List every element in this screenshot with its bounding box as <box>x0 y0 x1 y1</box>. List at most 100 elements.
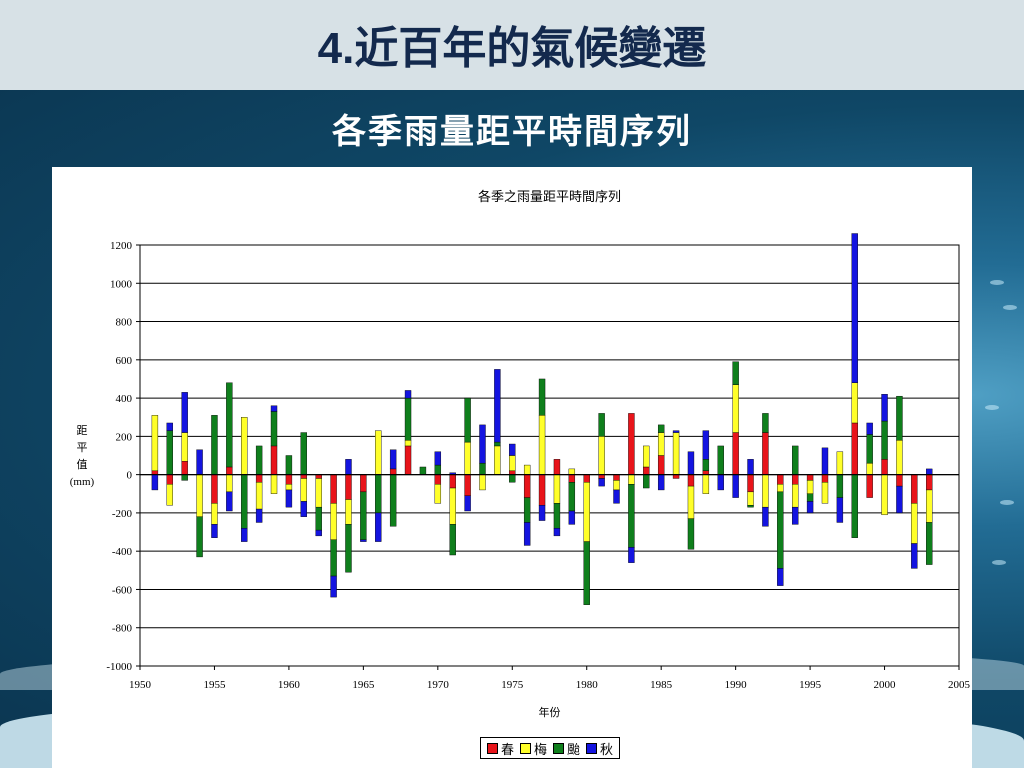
bar-segment-autumn-1959 <box>270 405 278 412</box>
bar-segment-spring-1968 <box>404 445 412 475</box>
legend-item-typhoon: 颱 <box>553 739 580 758</box>
y-axis-label-char: (mm) <box>70 476 95 488</box>
bar-segment-typhoon-1967 <box>389 474 397 527</box>
bar-segment-autumn-2003 <box>926 468 933 475</box>
bar-segment-spring-1985 <box>657 455 665 475</box>
bar-segment-typhoon-1966 <box>375 474 382 514</box>
legend-swatch-autumn <box>586 742 598 754</box>
bar-segment-meiyu-1952 <box>166 484 173 506</box>
legend-item-spring: 春 <box>487 739 514 758</box>
bar-segment-autumn-1979 <box>568 510 576 525</box>
y-tick-label: -600 <box>112 584 133 596</box>
bar-segment-spring-1994 <box>792 474 799 485</box>
plot-area-border <box>139 244 960 667</box>
bar-segment-meiyu-1964 <box>345 499 352 525</box>
y-axis-label-char: 平 <box>77 442 88 454</box>
bar-segment-typhoon-1998 <box>851 474 858 538</box>
bar-segment-meiyu-1991 <box>747 491 754 506</box>
bar-segment-typhoon-1953 <box>181 474 188 481</box>
bar-segment-typhoon-1991 <box>747 505 754 508</box>
bar-segment-typhoon-1992 <box>762 413 769 433</box>
bar-segment-spring-1993 <box>777 474 784 485</box>
bar-segment-meiyu-1981 <box>598 436 605 475</box>
legend-swatch-meiyu <box>520 742 532 754</box>
bar-segment-autumn-1954 <box>196 449 203 475</box>
bar-segment-typhoon-1970 <box>434 464 442 475</box>
x-tick-label: 1955 <box>203 679 226 691</box>
bar-segment-meiyu-1988 <box>702 474 710 494</box>
bar-segment-typhoon-1985 <box>657 424 665 433</box>
bar-segment-typhoon-1955 <box>211 415 218 475</box>
bar-segment-typhoon-1963 <box>330 539 337 577</box>
bar-segment-spring-1953 <box>181 461 188 475</box>
slide-title-number: 4. <box>317 24 355 73</box>
legend-item-meiyu: 梅 <box>520 739 547 758</box>
bar-segment-spring-1991 <box>747 474 754 493</box>
y-tick-label: -400 <box>112 546 133 558</box>
bar-segment-meiyu-1959 <box>270 474 278 494</box>
bar-segment-typhoon-1980 <box>583 541 590 605</box>
bar-segment-meiyu-1984 <box>643 445 650 468</box>
bar-segment-typhoon-1988 <box>702 459 710 472</box>
bar-segment-spring-1967 <box>389 468 397 475</box>
bar-segment-autumn-1962 <box>315 529 322 537</box>
bar-segment-autumn-1966 <box>375 512 382 542</box>
bar-segment-autumn-1983 <box>628 547 635 563</box>
bar-segment-spring-1978 <box>553 459 561 475</box>
bar-segment-spring-1970 <box>434 474 442 485</box>
bar-segment-spring-1960 <box>285 474 293 485</box>
bar-segment-meiyu-1992 <box>762 474 769 508</box>
bar-segment-typhoon-1981 <box>598 413 605 437</box>
x-tick-label: 1970 <box>427 679 450 691</box>
y-axis-label-char: 距 <box>77 424 88 437</box>
bar-segment-typhoon-1984 <box>643 474 650 489</box>
bar-segment-autumn-1951 <box>151 474 159 491</box>
bar-segment-meiyu-1987 <box>687 485 695 519</box>
bar-segment-meiyu-1995 <box>806 480 814 494</box>
bar-segment-autumn-2001 <box>896 485 903 514</box>
x-tick-label: 1990 <box>725 679 748 691</box>
x-tick-label: 1950 <box>129 679 152 691</box>
bar-segment-spring-1984 <box>643 466 650 475</box>
fish-decoration <box>1000 500 1014 505</box>
bar-segment-typhoon-2000 <box>881 420 888 460</box>
bar-segment-spring-1952 <box>166 474 173 485</box>
bar-segment-meiyu-1993 <box>777 484 784 493</box>
bar-segment-autumn-1963 <box>330 575 337 598</box>
bar-segment-spring-1979 <box>568 474 576 483</box>
bar-segment-autumn-1957 <box>241 528 248 542</box>
y-tick-label: -800 <box>112 623 133 635</box>
bar-segment-spring-1980 <box>583 474 590 483</box>
bar-segment-autumn-1976 <box>523 522 531 546</box>
bar-segment-typhoon-1968 <box>404 397 412 441</box>
bar-segment-meiyu-1956 <box>226 474 233 493</box>
bar-segment-typhoon-1956 <box>226 382 233 468</box>
bar-segment-typhoon-1952 <box>166 430 173 475</box>
bar-segment-meiyu-1986 <box>672 432 680 475</box>
bar-segment-autumn-1955 <box>211 524 218 538</box>
bar-segment-meiyu-1955 <box>211 503 218 525</box>
bar-segment-autumn-1988 <box>702 430 710 460</box>
bar-segment-autumn-1977 <box>538 505 546 521</box>
x-tick-label: 1980 <box>576 679 599 691</box>
bar-segment-typhoon-1960 <box>285 455 293 475</box>
bar-segment-autumn-1996 <box>821 447 829 475</box>
bar-segment-meiyu-1961 <box>300 478 308 502</box>
bar-segment-typhoon-1993 <box>777 491 784 569</box>
bar-segment-typhoon-1965 <box>360 491 367 540</box>
bar-segment-meiyu-1963 <box>330 503 337 540</box>
bar-segment-meiyu-1974 <box>494 445 501 475</box>
bar-segment-meiyu-2002 <box>911 503 918 544</box>
bar-segment-autumn-1956 <box>226 491 233 512</box>
fish-decoration <box>1003 305 1017 310</box>
bar-segment-autumn-1997 <box>836 497 844 523</box>
bar-segment-spring-1982 <box>613 474 620 481</box>
bar-segment-meiyu-1973 <box>479 474 486 491</box>
bar-segment-autumn-1986 <box>672 430 680 433</box>
bar-segment-autumn-1974 <box>494 369 501 443</box>
x-tick-label: 2005 <box>948 679 971 691</box>
bar-segment-autumn-1990 <box>732 474 739 498</box>
bar-segment-autumn-1965 <box>360 539 367 542</box>
x-tick-label: 1960 <box>278 679 301 691</box>
bar-segment-typhoon-1978 <box>553 503 561 529</box>
